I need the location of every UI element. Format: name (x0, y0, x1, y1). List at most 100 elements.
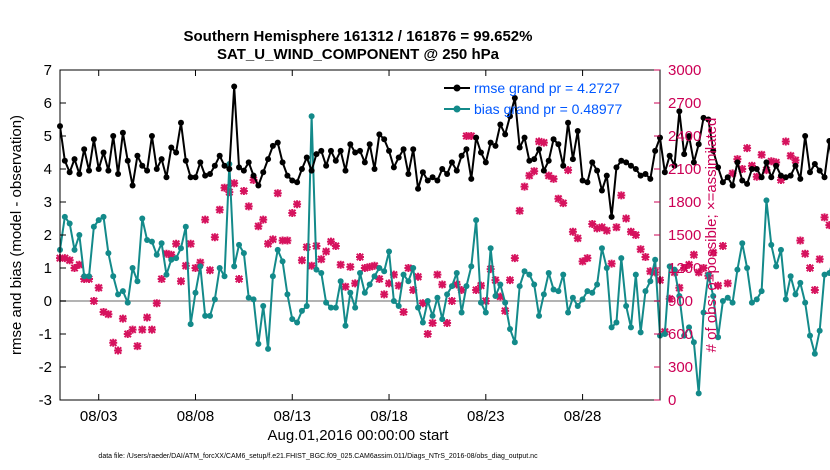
obs-count-marker (273, 189, 282, 198)
obs-count-marker (162, 249, 171, 258)
y-tick-label: 7 (44, 62, 52, 79)
rmse-point (323, 162, 330, 169)
rmse-point (545, 157, 552, 164)
rmse-point (618, 157, 625, 164)
obs-count-marker (414, 272, 423, 281)
obs-count-marker (346, 262, 355, 271)
obs-count-marker (747, 161, 756, 170)
legend-bias-marker (453, 105, 461, 113)
bias-point (444, 291, 451, 298)
obs-count-marker (767, 157, 776, 166)
bias-point (168, 256, 175, 263)
bias-point (608, 324, 615, 331)
rmse-point (647, 175, 654, 182)
rmse-point (521, 134, 528, 141)
bias-point (497, 281, 504, 288)
y-tick-label: -1 (39, 326, 52, 343)
bias-point (76, 232, 83, 238)
bias-point (434, 294, 441, 301)
rmse-point (526, 157, 533, 164)
bias-point (177, 245, 184, 252)
rmse-point (623, 159, 630, 166)
rmse-point (482, 159, 489, 166)
rmse-point (448, 159, 455, 166)
rmse-point (715, 164, 722, 171)
bias-point (584, 288, 591, 295)
bias-point (690, 339, 697, 346)
bias-point (724, 294, 731, 301)
obs-count-marker (525, 171, 534, 180)
obs-count-marker (752, 172, 761, 181)
rmse-point (390, 164, 397, 171)
bias-point (560, 271, 567, 278)
bias-point (429, 312, 436, 319)
obs-count-marker (264, 239, 273, 248)
rmse-point (410, 146, 417, 153)
obs-count-marker (467, 132, 476, 140)
rmse-point (569, 156, 576, 163)
x-tick-label: 08/03 (80, 408, 118, 425)
obs-count-marker (501, 306, 510, 315)
rmse-point (477, 149, 484, 156)
obs-count-marker (201, 215, 210, 224)
obs-count-marker (568, 227, 577, 236)
rmse-point (361, 159, 368, 166)
y-tick-label: -3 (39, 392, 52, 409)
obs-count-marker (559, 199, 568, 208)
rmse-point (231, 83, 238, 90)
obs-count-marker (738, 165, 747, 173)
rmse-point (216, 152, 223, 159)
rmse-point (710, 147, 717, 154)
rmse-point (661, 169, 668, 176)
bias-point (623, 302, 630, 309)
y-tick-label: 1 (44, 260, 52, 277)
rmse-point (279, 159, 286, 166)
rmse-point (342, 167, 349, 174)
obs-count-marker (196, 258, 205, 267)
bias-point (545, 269, 552, 276)
bias-point (236, 241, 243, 248)
bias-point (352, 304, 359, 311)
rmse-point (724, 174, 731, 181)
bias-point (482, 309, 489, 316)
rmse-point (153, 166, 160, 172)
rmse-point (66, 169, 73, 176)
bias-point (90, 223, 97, 230)
rmse-point (381, 136, 388, 143)
bias-point (332, 304, 339, 311)
y-axis-ticks: -3 -2 -1 0 1 2 3 4 5 6 7 (39, 62, 66, 409)
rmse-point (100, 149, 107, 156)
bias-point (748, 299, 755, 306)
x-axis-label: Aug.01,2016 00:00:00 start (268, 427, 450, 444)
bias-point (105, 250, 112, 257)
bias-point (95, 217, 102, 224)
obs-count-marker (152, 299, 161, 308)
obs-count-marker (593, 224, 602, 233)
bias-point (632, 271, 639, 278)
rmse-point (497, 121, 504, 128)
y2-tick-label: 3000 (668, 62, 701, 79)
rmse-point (236, 164, 243, 171)
x-tick-label: 08/23 (467, 408, 505, 425)
obs-count-marker (404, 264, 413, 272)
obs-count-marker (452, 280, 461, 289)
bias-point (719, 298, 726, 304)
bias-point (744, 265, 751, 271)
legend: rmse grand pr = 4.2727 bias grand pr = 0… (444, 80, 622, 117)
bias-point (811, 350, 818, 357)
obs-count-marker (699, 264, 708, 272)
bias-point (202, 312, 209, 319)
obs-count-marker (825, 221, 830, 230)
y-tick-label: 0 (44, 293, 52, 310)
rmse-point (86, 167, 93, 174)
bias-point (753, 296, 760, 303)
rmse-point (386, 147, 393, 154)
rmse-point (516, 144, 523, 151)
bias-point (463, 283, 470, 290)
obs-count-marker (617, 191, 626, 200)
rmse-point (473, 134, 480, 141)
bias-point (323, 299, 330, 306)
bias-point (700, 309, 707, 316)
obs-count-marker (472, 286, 481, 294)
rmse-point (792, 162, 799, 169)
